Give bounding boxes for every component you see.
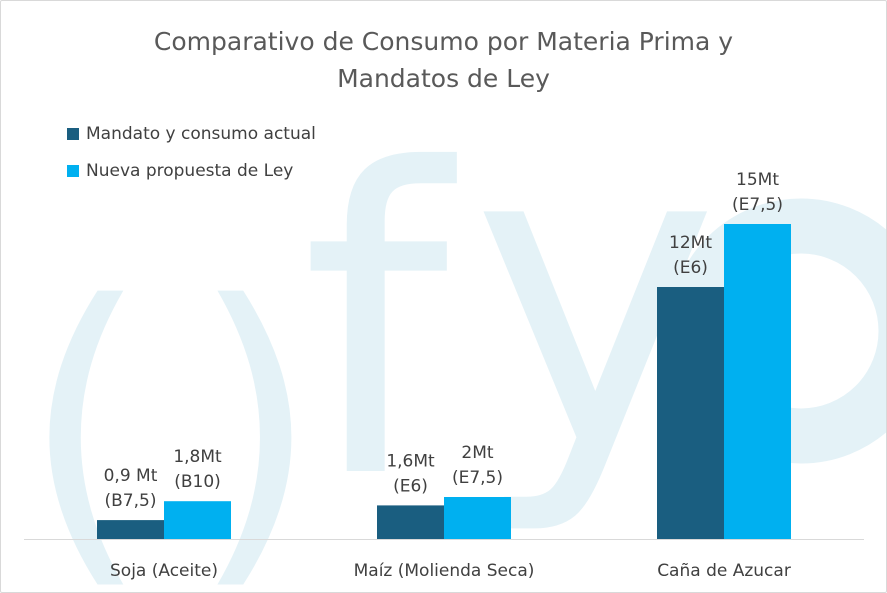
data-label-proposal-1-line0: 2Mt — [461, 443, 493, 463]
data-label-proposal-2-line0: 15Mt — [736, 170, 779, 190]
watermark-letter-f: f — [301, 82, 459, 571]
chart-title: Comparativo de Consumo por Materia Prima… — [153, 27, 734, 93]
data-label-current-2-line0: 12Mt — [669, 233, 712, 253]
bar-current-1 — [377, 505, 444, 539]
data-labels-group: 0,9 Mt (B7,5) 1,8Mt (B10) 1,6Mt (E6) 2Mt (E7,5)… — [104, 170, 783, 511]
data-label-current-0-line1: (B7,5) — [105, 491, 157, 511]
category-label-0: Soja (Aceite) — [110, 561, 218, 581]
bar-current-2 — [657, 287, 724, 539]
data-label-proposal-1-line1: (E7,5) — [452, 468, 503, 488]
legend-item-current: Mandato y consumo actual — [67, 115, 316, 152]
data-label-current-1-line0: 1,6Mt — [386, 451, 435, 471]
legend-swatch-proposal — [67, 164, 79, 177]
bar-proposal-1 — [444, 497, 511, 539]
bar-proposal-0 — [164, 501, 231, 539]
legend-label-proposal: Nueva propuesta de Ley — [86, 160, 294, 181]
bar-proposal-2 — [724, 224, 791, 539]
watermark-logo: ()f y — [21, 52, 886, 592]
legend-item-proposal: Nueva propuesta de Ley — [67, 152, 316, 189]
bar-current-0 — [97, 520, 164, 539]
bars-group — [97, 224, 791, 539]
category-label-1: Maíz (Molienda Seca) — [354, 561, 535, 581]
legend-swatch-current — [67, 127, 79, 140]
category-labels-group: Soja (Aceite) Maíz (Molienda Seca) Caña de… — [110, 561, 791, 581]
legend: Mandato y consumo actual Nueva propuesta… — [67, 115, 316, 189]
legend-label-current: Mandato y consumo actual — [86, 123, 316, 144]
data-label-current-0-line0: 0,9 Mt — [104, 466, 158, 486]
data-label-current-2-line1: (E6) — [673, 258, 708, 278]
category-label-2: Caña de Azucar — [657, 561, 791, 581]
data-label-proposal-2-line1: (E7,5) — [732, 195, 783, 215]
data-label-proposal-0-line0: 1,8Mt — [173, 447, 222, 467]
data-label-proposal-0-line1: (B10) — [174, 472, 221, 492]
data-label-current-1-line1: (E6) — [393, 476, 428, 496]
